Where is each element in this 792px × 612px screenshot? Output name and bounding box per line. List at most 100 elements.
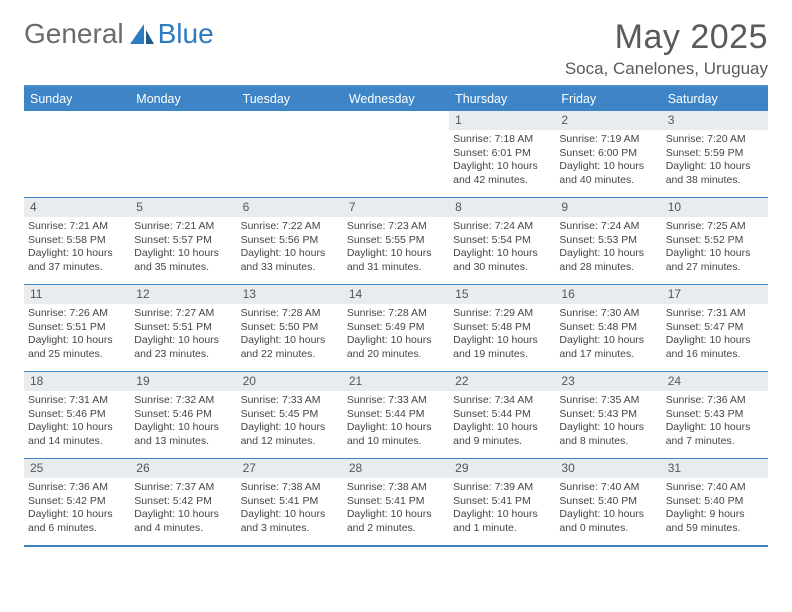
daylight2-text: and 31 minutes. bbox=[347, 261, 445, 274]
daylight1-text: Daylight: 10 hours bbox=[453, 508, 551, 521]
daylight2-text: and 4 minutes. bbox=[134, 522, 232, 535]
day-number bbox=[237, 111, 343, 130]
day-info: Sunrise: 7:38 AMSunset: 5:41 PMDaylight:… bbox=[237, 481, 343, 535]
day-cell: 19Sunrise: 7:32 AMSunset: 5:46 PMDayligh… bbox=[130, 372, 236, 458]
daylight2-text: and 30 minutes. bbox=[453, 261, 551, 274]
day-cell: 11Sunrise: 7:26 AMSunset: 5:51 PMDayligh… bbox=[24, 285, 130, 371]
daylight2-text: and 9 minutes. bbox=[453, 435, 551, 448]
sunset-text: Sunset: 5:58 PM bbox=[28, 234, 126, 247]
day-number: 27 bbox=[237, 459, 343, 478]
sunrise-text: Sunrise: 7:25 AM bbox=[666, 220, 764, 233]
sunset-text: Sunset: 5:48 PM bbox=[559, 321, 657, 334]
daylight1-text: Daylight: 10 hours bbox=[241, 334, 339, 347]
sunset-text: Sunset: 5:48 PM bbox=[453, 321, 551, 334]
daylight1-text: Daylight: 10 hours bbox=[241, 247, 339, 260]
day-cell: 8Sunrise: 7:24 AMSunset: 5:54 PMDaylight… bbox=[449, 198, 555, 284]
day-number: 18 bbox=[24, 372, 130, 391]
sunset-text: Sunset: 5:41 PM bbox=[347, 495, 445, 508]
daylight2-text: and 17 minutes. bbox=[559, 348, 657, 361]
day-cell: 27 Sunrise: 7:38 AMSunset: 5:41 PMDayligh… bbox=[237, 459, 343, 545]
sunrise-text: Sunrise: 7:18 AM bbox=[453, 133, 551, 146]
daylight1-text: Daylight: 10 hours bbox=[28, 508, 126, 521]
day-cell: 6 Sunrise: 7:22 AMSunset: 5:56 PMDaylight… bbox=[237, 198, 343, 284]
day-number: 25 bbox=[24, 459, 130, 478]
day-info: Sunrise: 7:29 AMSunset: 5:48 PMDaylight:… bbox=[449, 307, 555, 361]
sunrise-text: Sunrise: 7:21 AM bbox=[134, 220, 232, 233]
day-number: 31 bbox=[662, 459, 768, 478]
sunrise-text: Sunrise: 7:31 AM bbox=[28, 394, 126, 407]
daylight2-text: and 38 minutes. bbox=[666, 174, 764, 187]
daylight1-text: Daylight: 10 hours bbox=[134, 421, 232, 434]
sunrise-text: Sunrise: 7:22 AM bbox=[241, 220, 339, 233]
daylight1-text: Daylight: 10 hours bbox=[559, 160, 657, 173]
daylight2-text: and 14 minutes. bbox=[28, 435, 126, 448]
day-cell bbox=[24, 111, 130, 197]
sunrise-text: Sunrise: 7:28 AM bbox=[347, 307, 445, 320]
day-number: 8 bbox=[449, 198, 555, 217]
sunset-text: Sunset: 5:47 PM bbox=[666, 321, 764, 334]
day-number: 6 bbox=[237, 198, 343, 217]
sunrise-text: Sunrise: 7:19 AM bbox=[559, 133, 657, 146]
daylight2-text: and 2 minutes. bbox=[347, 522, 445, 535]
daylight1-text: Daylight: 10 hours bbox=[347, 508, 445, 521]
daylight1-text: Daylight: 10 hours bbox=[347, 247, 445, 260]
daylight2-text: and 12 minutes. bbox=[241, 435, 339, 448]
day-info: Sunrise: 7:24 AMSunset: 5:53 PMDaylight:… bbox=[555, 220, 661, 274]
sunset-text: Sunset: 5:50 PM bbox=[241, 321, 339, 334]
daylight2-text: and 28 minutes. bbox=[559, 261, 657, 274]
day-number: 5 bbox=[130, 198, 236, 217]
sunrise-text: Sunrise: 7:40 AM bbox=[559, 481, 657, 494]
daylight1-text: Daylight: 10 hours bbox=[453, 421, 551, 434]
day-cell: 10Sunrise: 7:25 AMSunset: 5:52 PMDayligh… bbox=[662, 198, 768, 284]
daylight2-text: and 22 minutes. bbox=[241, 348, 339, 361]
day-cell: 18Sunrise: 7:31 AMSunset: 5:46 PMDayligh… bbox=[24, 372, 130, 458]
weekday-label: Wednesday bbox=[343, 87, 449, 111]
day-info: Sunrise: 7:38 AMSunset: 5:41 PMDaylight:… bbox=[343, 481, 449, 535]
sunrise-text: Sunrise: 7:36 AM bbox=[666, 394, 764, 407]
week-row: 4Sunrise: 7:21 AMSunset: 5:58 PMDaylight… bbox=[24, 198, 768, 285]
day-info: Sunrise: 7:36 AMSunset: 5:42 PMDaylight:… bbox=[24, 481, 130, 535]
day-info: Sunrise: 7:22 AMSunset: 5:56 PMDaylight:… bbox=[237, 220, 343, 274]
day-cell: 12Sunrise: 7:27 AMSunset: 5:51 PMDayligh… bbox=[130, 285, 236, 371]
daylight2-text: and 0 minutes. bbox=[559, 522, 657, 535]
day-number bbox=[130, 111, 236, 130]
day-info: Sunrise: 7:28 AMSunset: 5:50 PMDaylight:… bbox=[237, 307, 343, 361]
day-cell: 26Sunrise: 7:37 AMSunset: 5:42 PMDayligh… bbox=[130, 459, 236, 545]
weekday-label: Thursday bbox=[449, 87, 555, 111]
daylight2-text: and 7 minutes. bbox=[666, 435, 764, 448]
day-number: 3 bbox=[662, 111, 768, 130]
daylight1-text: Daylight: 10 hours bbox=[134, 334, 232, 347]
sunrise-text: Sunrise: 7:38 AM bbox=[347, 481, 445, 494]
day-cell bbox=[130, 111, 236, 197]
sunset-text: Sunset: 5:59 PM bbox=[666, 147, 764, 160]
day-number: 1 bbox=[449, 111, 555, 130]
sunset-text: Sunset: 5:57 PM bbox=[134, 234, 232, 247]
daylight2-text: and 6 minutes. bbox=[28, 522, 126, 535]
daylight1-text: Daylight: 10 hours bbox=[28, 334, 126, 347]
sunrise-text: Sunrise: 7:23 AM bbox=[347, 220, 445, 233]
day-info: Sunrise: 7:36 AMSunset: 5:43 PMDaylight:… bbox=[662, 394, 768, 448]
day-cell: 22Sunrise: 7:34 AMSunset: 5:44 PMDayligh… bbox=[449, 372, 555, 458]
sunrise-text: Sunrise: 7:26 AM bbox=[28, 307, 126, 320]
sunset-text: Sunset: 5:40 PM bbox=[666, 495, 764, 508]
day-number: 28 bbox=[343, 459, 449, 478]
day-number: 11 bbox=[24, 285, 130, 304]
sunset-text: Sunset: 5:43 PM bbox=[559, 408, 657, 421]
day-info: Sunrise: 7:34 AMSunset: 5:44 PMDaylight:… bbox=[449, 394, 555, 448]
sunrise-text: Sunrise: 7:40 AM bbox=[666, 481, 764, 494]
day-number: 19 bbox=[130, 372, 236, 391]
sunset-text: Sunset: 6:00 PM bbox=[559, 147, 657, 160]
day-cell: 1Sunrise: 7:18 AMSunset: 6:01 PMDaylight… bbox=[449, 111, 555, 197]
daylight2-text: and 8 minutes. bbox=[559, 435, 657, 448]
sunset-text: Sunset: 5:55 PM bbox=[347, 234, 445, 247]
daylight2-text: and 13 minutes. bbox=[134, 435, 232, 448]
day-number: 15 bbox=[449, 285, 555, 304]
title-block: May 2025 Soca, Canelones, Uruguay bbox=[565, 18, 768, 79]
day-cell: 16Sunrise: 7:30 AMSunset: 5:48 PMDayligh… bbox=[555, 285, 661, 371]
sunset-text: Sunset: 5:53 PM bbox=[559, 234, 657, 247]
sunrise-text: Sunrise: 7:24 AM bbox=[559, 220, 657, 233]
sunrise-text: Sunrise: 7:35 AM bbox=[559, 394, 657, 407]
day-info: Sunrise: 7:35 AMSunset: 5:43 PMDaylight:… bbox=[555, 394, 661, 448]
daylight1-text: Daylight: 10 hours bbox=[241, 508, 339, 521]
day-cell: 17Sunrise: 7:31 AMSunset: 5:47 PMDayligh… bbox=[662, 285, 768, 371]
